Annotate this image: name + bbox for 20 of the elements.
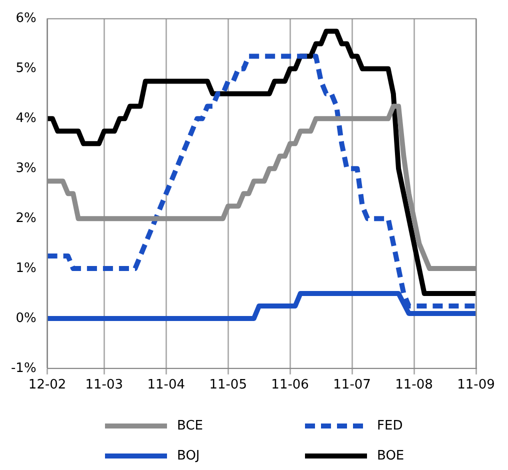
legend-label: FED xyxy=(377,418,403,434)
legend-label: BOE xyxy=(377,448,404,464)
x-tick-label: 12-02 xyxy=(28,378,66,393)
y-tick-label: 2% xyxy=(16,210,36,226)
x-tick-label: 11-08 xyxy=(395,378,433,393)
x-tick-label: 11-04 xyxy=(147,378,185,393)
y-tick-label: 3% xyxy=(16,161,36,176)
y-tick-label: 4% xyxy=(16,111,36,126)
x-tick-label: 11-06 xyxy=(271,378,309,393)
x-tick-label: 11-07 xyxy=(333,378,371,393)
legend-label: BOJ xyxy=(177,448,200,464)
y-tick-label: -1% xyxy=(10,360,36,376)
y-tick-label: 0% xyxy=(16,310,36,326)
y-tick-label: 5% xyxy=(16,61,36,76)
x-tick-label: 11-03 xyxy=(85,378,124,393)
legend-label: BCE xyxy=(177,418,203,434)
y-tick-label: 6% xyxy=(16,11,36,26)
x-tick-label: 11-09 xyxy=(457,378,495,393)
x-tick-label: 11-05 xyxy=(209,378,247,393)
y-tick-label: 1% xyxy=(16,260,36,276)
